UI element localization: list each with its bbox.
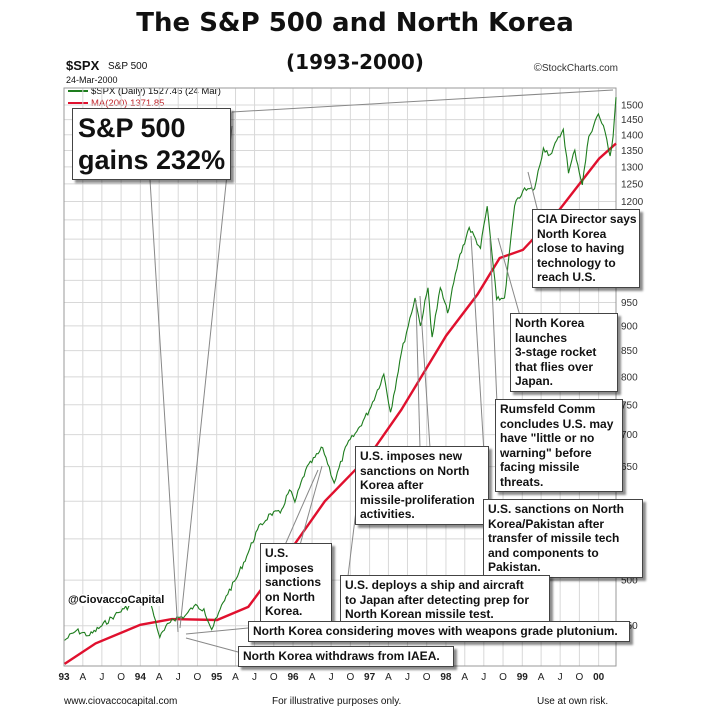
x-tick-label: 99 <box>517 672 529 683</box>
x-tick-label: O <box>117 672 125 683</box>
annotation-leader <box>415 299 421 449</box>
annotation-iaea-text: North Korea withdraws from IAEA. <box>243 649 440 663</box>
annotation-leader <box>284 469 319 546</box>
x-tick-label: J <box>176 672 181 683</box>
x-tick-label: A <box>538 672 545 683</box>
x-tick-label: A <box>156 672 163 683</box>
x-tick-label: J <box>329 672 334 683</box>
footer-site[interactable]: www.ciovaccocapital.com <box>64 696 178 707</box>
copyright: ©StockCharts.com <box>534 62 618 74</box>
annotation-leader <box>149 179 179 633</box>
annotation-leader <box>299 465 323 546</box>
footer-note: For illustrative purposes only. <box>272 696 402 707</box>
chart-date: 24-Mar-2000 <box>66 75 118 85</box>
annotation-gain-text: S&P 500 gains 232% <box>78 113 226 175</box>
annotation-gain: S&P 500 gains 232% <box>72 108 232 180</box>
copyright-text: StockCharts.com <box>541 63 618 74</box>
annotation-sanctions-new: U.S. imposes new sanctions on North Kore… <box>355 446 489 525</box>
annotation-sanctions-96-text: U.S. imposes sanctions on North Korea. <box>265 546 322 618</box>
ticker-name: S&P 500 <box>108 61 148 72</box>
annotation-sanctions-pak-text: U.S. sanctions on North Korea/Pakistan a… <box>488 502 625 574</box>
x-tick-label: J <box>252 672 257 683</box>
x-tick-label: J <box>481 672 486 683</box>
legend-ma: MA(200) 1371.85 <box>68 98 164 109</box>
x-tick-label: 93 <box>58 672 70 683</box>
y-tick-label: 800 <box>621 372 638 383</box>
annotation-leader <box>497 237 521 317</box>
annotation-plutonium-text: North Korea considering moves with weapo… <box>253 624 618 638</box>
y-tick-label: 850 <box>621 346 638 357</box>
y-tick-label: 1400 <box>621 130 644 141</box>
legend-price-label: $SPX (Daily) 1527.46 (24 Mar) <box>91 86 221 97</box>
spx-price-line <box>64 97 617 641</box>
y-tick-label: 700 <box>621 430 638 441</box>
y-tick-label: 1350 <box>621 146 644 157</box>
x-tick-label: A <box>309 672 316 683</box>
annotation-leader <box>419 295 431 449</box>
x-tick-label: 96 <box>287 672 299 683</box>
x-tick-label: O <box>499 672 507 683</box>
x-tick-label: A <box>232 672 239 683</box>
x-tick-label: J <box>405 672 410 683</box>
x-tick-label: O <box>423 672 431 683</box>
ticker-symbol: $SPX <box>66 58 100 73</box>
legend-price: $SPX (Daily) 1527.46 (24 Mar) <box>68 86 221 97</box>
x-tick-label: 98 <box>440 672 452 683</box>
y-tick-label: 650 <box>621 462 638 473</box>
annotation-sanctions-pak: U.S. sanctions on North Korea/Pakistan a… <box>483 499 643 578</box>
annotation-rumsfeld-text: Rumsfeld Comm concludes U.S. may have "l… <box>500 402 614 489</box>
annotation-leader <box>231 89 614 113</box>
y-tick-label: 500 <box>621 576 638 587</box>
chart-subtitle: (1993-2000) <box>286 50 424 74</box>
y-tick-label: 1500 <box>621 100 644 111</box>
x-tick-label: 94 <box>135 672 147 683</box>
annotation-sanctions-new-text: U.S. imposes new sanctions on North Kore… <box>360 449 475 521</box>
chart-title: The S&P 500 and North Korea <box>136 8 574 38</box>
twitter-handle: @CiovaccoCapital <box>66 594 167 606</box>
annotation-cia: CIA Director says North Korea close to h… <box>532 209 640 288</box>
x-tick-label: J <box>99 672 104 683</box>
y-tick-label: 1450 <box>621 115 644 126</box>
x-tick-label: A <box>79 672 86 683</box>
x-tick-label: 00 <box>593 672 605 683</box>
y-tick-label: 900 <box>621 321 638 332</box>
annotation-ship-text: U.S. deploys a ship and aircraft to Japa… <box>345 578 530 621</box>
legend-ma-label: MA(200) 1371.85 <box>91 98 165 109</box>
x-tick-label: A <box>461 672 468 683</box>
y-tick-label: 1300 <box>621 162 644 173</box>
y-tick-label: 950 <box>621 298 638 309</box>
x-tick-label: 95 <box>211 672 223 683</box>
annotation-leader <box>185 627 249 635</box>
x-tick-label: J <box>558 672 563 683</box>
annotation-ship: U.S. deploys a ship and aircraft to Japa… <box>340 575 550 625</box>
y-tick-label: 1250 <box>621 179 644 190</box>
annotation-cia-text: CIA Director says North Korea close to h… <box>537 212 637 284</box>
annotation-leader <box>489 237 498 405</box>
footer-risk: Use at own risk. <box>537 696 609 707</box>
annotation-sanctions-96: U.S. imposes sanctions on North Korea. <box>260 543 332 622</box>
y-tick-label: 750 <box>621 400 638 411</box>
copyright-icon: © <box>533 62 542 74</box>
annotation-rocket-text: North Korea launches 3-stage rocket that… <box>515 316 597 388</box>
x-tick-label: O <box>346 672 354 683</box>
x-tick-label: O <box>576 672 584 683</box>
annotation-iaea: North Korea withdraws from IAEA. <box>238 646 454 667</box>
annotation-rumsfeld: Rumsfeld Comm concludes U.S. may have "l… <box>495 399 623 492</box>
annotation-leader <box>179 125 233 629</box>
annotation-plutonium: North Korea considering moves with weapo… <box>248 621 630 642</box>
x-tick-label: A <box>385 672 392 683</box>
annotation-rocket: North Korea launches 3-stage rocket that… <box>510 313 618 392</box>
y-tick-label: 1200 <box>621 197 644 208</box>
legend-ma-swatch <box>68 102 88 105</box>
x-tick-label: O <box>270 672 278 683</box>
annotation-leader <box>185 637 239 653</box>
x-tick-label: O <box>194 672 202 683</box>
legend-price-swatch <box>68 90 88 93</box>
x-tick-label: 97 <box>364 672 376 683</box>
